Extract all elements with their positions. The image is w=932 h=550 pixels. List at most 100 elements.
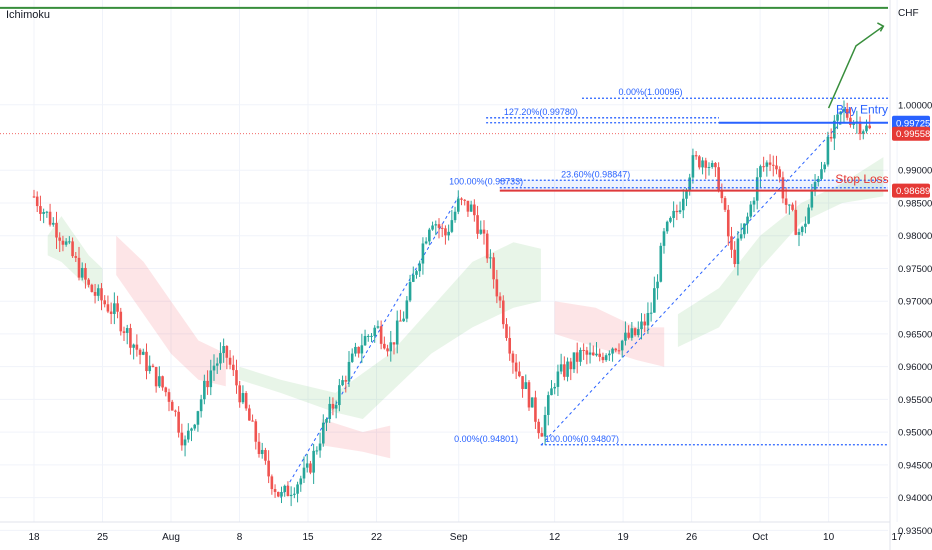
- candle-down[interactable]: [598, 353, 602, 357]
- candle-down[interactable]: [228, 357, 232, 365]
- candle-up[interactable]: [861, 131, 865, 134]
- candle-up[interactable]: [479, 229, 483, 234]
- candle-down[interactable]: [845, 108, 849, 118]
- candle-up[interactable]: [219, 353, 222, 364]
- candle-down[interactable]: [527, 382, 531, 408]
- candle-up[interactable]: [749, 204, 753, 217]
- candle-down[interactable]: [58, 237, 62, 241]
- candle-down[interactable]: [119, 311, 123, 332]
- candle-up[interactable]: [341, 380, 344, 386]
- candle-down[interactable]: [254, 421, 258, 442]
- candle-up[interactable]: [389, 342, 393, 352]
- candle-up[interactable]: [260, 449, 264, 455]
- candle-down[interactable]: [591, 352, 595, 356]
- candle-down[interactable]: [170, 401, 174, 411]
- candle-up[interactable]: [579, 349, 582, 362]
- candle-down[interactable]: [437, 224, 441, 228]
- candle-up[interactable]: [788, 204, 791, 206]
- candle-up[interactable]: [96, 288, 100, 296]
- candle-up[interactable]: [646, 313, 650, 326]
- candle-down[interactable]: [383, 343, 386, 349]
- candle-down[interactable]: [675, 210, 679, 213]
- candle-up[interactable]: [434, 224, 438, 226]
- candle-down[interactable]: [267, 460, 270, 477]
- candle-down[interactable]: [704, 160, 708, 168]
- candle-up[interactable]: [193, 424, 197, 429]
- candle-down[interactable]: [392, 342, 396, 345]
- candle-up[interactable]: [222, 346, 225, 354]
- candle-down[interactable]: [723, 198, 727, 210]
- candle-down[interactable]: [71, 241, 74, 257]
- price-levels[interactable]: [0, 6, 888, 446]
- candle-down[interactable]: [231, 364, 235, 371]
- candle-up[interactable]: [681, 198, 685, 211]
- candle-down[interactable]: [106, 304, 110, 312]
- candle-up[interactable]: [183, 439, 187, 446]
- candle-up[interactable]: [418, 263, 422, 272]
- candle-up[interactable]: [659, 245, 663, 282]
- candle-up[interactable]: [196, 411, 200, 425]
- candle-down[interactable]: [48, 211, 52, 225]
- candle-up[interactable]: [804, 223, 807, 227]
- candle-up[interactable]: [366, 335, 370, 337]
- candle-up[interactable]: [678, 210, 682, 213]
- candle-up[interactable]: [800, 226, 804, 233]
- candle-up[interactable]: [820, 169, 823, 179]
- candle-down[interactable]: [501, 300, 505, 325]
- candle-up[interactable]: [283, 485, 287, 493]
- candle-up[interactable]: [113, 303, 116, 314]
- candle-up[interactable]: [350, 353, 354, 362]
- candle-up[interactable]: [662, 231, 666, 246]
- candle-up[interactable]: [653, 288, 656, 313]
- candle-down[interactable]: [177, 411, 180, 433]
- candle-up[interactable]: [373, 327, 377, 336]
- candle-down[interactable]: [601, 356, 605, 361]
- candle-up[interactable]: [354, 346, 357, 354]
- candle-up[interactable]: [743, 223, 746, 235]
- candle-up[interactable]: [755, 177, 759, 201]
- candle-down[interactable]: [87, 279, 90, 285]
- candle-up[interactable]: [833, 120, 836, 139]
- candle-up[interactable]: [293, 493, 296, 495]
- candle-down[interactable]: [151, 365, 155, 367]
- candle-down[interactable]: [116, 303, 119, 312]
- candle-down[interactable]: [582, 349, 585, 351]
- candle-down[interactable]: [344, 380, 348, 382]
- candle-down[interactable]: [386, 348, 389, 352]
- candle-up[interactable]: [376, 326, 380, 328]
- candle-up[interactable]: [546, 395, 550, 415]
- candle-up[interactable]: [431, 225, 434, 230]
- candle-up[interactable]: [710, 162, 714, 168]
- candle-up[interactable]: [707, 167, 711, 169]
- candle-down[interactable]: [357, 346, 360, 354]
- candle-down[interactable]: [460, 198, 463, 200]
- candle-down[interactable]: [775, 165, 778, 170]
- candle-up[interactable]: [80, 267, 84, 278]
- candle-up[interactable]: [305, 463, 309, 468]
- candle-down[interactable]: [482, 229, 486, 234]
- candle-up[interactable]: [212, 365, 216, 371]
- candle-up[interactable]: [363, 336, 367, 346]
- candle-down[interactable]: [784, 198, 788, 205]
- candle-down[interactable]: [167, 392, 171, 402]
- candle-up[interactable]: [325, 419, 328, 423]
- candle-up[interactable]: [141, 351, 145, 355]
- candle-up[interactable]: [241, 393, 245, 403]
- candle-up[interactable]: [608, 353, 611, 356]
- candle-up[interactable]: [360, 345, 364, 354]
- candle-down[interactable]: [276, 491, 280, 497]
- candle-up[interactable]: [636, 329, 640, 336]
- candle-up[interactable]: [405, 300, 409, 319]
- candle-up[interactable]: [746, 216, 749, 224]
- candle-up[interactable]: [665, 221, 669, 232]
- candle-down[interactable]: [485, 233, 489, 259]
- candle-up[interactable]: [656, 281, 659, 289]
- candle-up[interactable]: [672, 210, 675, 218]
- candle-down[interactable]: [138, 349, 142, 355]
- candle-up[interactable]: [203, 380, 206, 400]
- candle-up[interactable]: [338, 385, 341, 406]
- candle-up[interactable]: [649, 312, 653, 314]
- candle-down[interactable]: [103, 300, 107, 305]
- candle-down[interactable]: [109, 311, 113, 314]
